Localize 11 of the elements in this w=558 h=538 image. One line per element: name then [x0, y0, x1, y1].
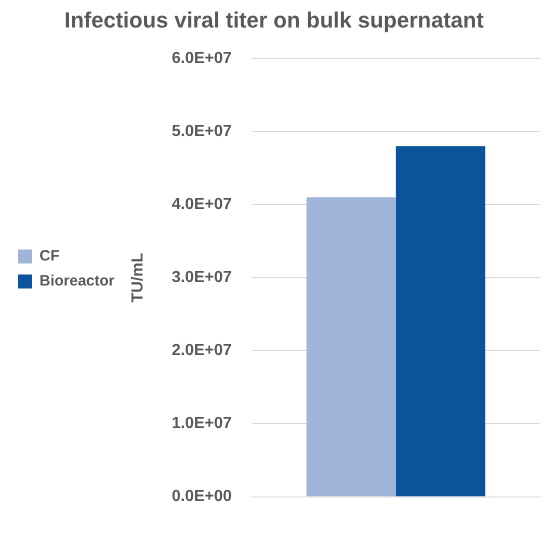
- chart-title: Infectious viral titer on bulk supernatant: [64, 7, 484, 32]
- y-tick-label: 6.0E+07: [172, 50, 232, 67]
- y-axis-title: TU/mL: [130, 252, 147, 302]
- legend-label: Bioreactor: [40, 272, 115, 290]
- y-tick-label: 5.0E+07: [172, 122, 232, 140]
- y-tick-label: 0.0E+00: [172, 488, 232, 506]
- y-tick-label: 2.0E+07: [172, 342, 232, 360]
- y-tick-label: 1.0E+07: [172, 415, 232, 432]
- y-tick-label: 4.0E+07: [172, 196, 232, 213]
- y-tick-label: 3.0E+07: [172, 269, 232, 286]
- legend-label: CF: [40, 248, 60, 265]
